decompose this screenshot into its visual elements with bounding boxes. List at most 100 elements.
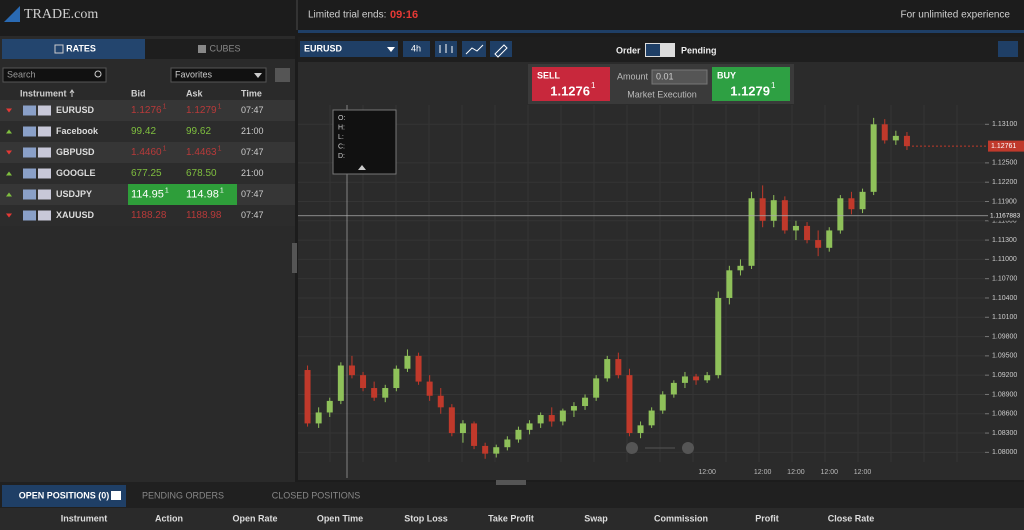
y-tick-label: 1.12500 [992,160,1017,167]
candle-body [826,230,833,248]
collapse-arrow[interactable] [358,165,366,170]
symbol-select[interactable] [300,41,398,57]
instrument-icon [38,168,51,179]
amount-input[interactable] [651,69,708,85]
candle-body [437,395,444,408]
candle-body [415,355,422,382]
candle-body [315,412,322,424]
rate-row[interactable] [0,205,295,226]
tab-cubes[interactable] [145,39,295,59]
sell-button[interactable] [532,67,610,101]
search-icon[interactable] [94,70,102,78]
rate-row[interactable] [0,163,295,184]
zoom-out[interactable] [626,442,638,454]
y-tick-label: 1.11300 [992,237,1017,244]
ask: 99.62 [186,126,211,137]
candle-body [715,297,722,376]
tab-rates[interactable] [2,39,145,59]
timeframe: 4h [411,43,421,53]
instrument-icon [23,189,36,200]
column-header: Take Profit [488,513,534,523]
y-tick-label: 1.11000 [992,256,1017,263]
symbol: EURUSD [304,43,343,53]
candle-body [304,370,311,424]
ask: 1188.98 [186,210,222,221]
icon [494,44,508,58]
y-tick-label: 1.09200 [992,372,1017,379]
bid: 114.95 [131,188,164,200]
collapse-handle[interactable] [292,243,297,273]
view-toggle[interactable] [275,68,290,82]
amount-label: Amount [617,71,649,81]
crosshair-label: 1.1167883 [990,212,1021,219]
tab-label: CUBES [209,43,240,53]
candle-body [493,447,500,454]
buy-button[interactable] [712,67,790,101]
candle-body [659,394,666,411]
search-input[interactable] [2,67,107,83]
y-tick-label: 1.11600 [992,218,1017,225]
y-tick-label: 1.08600 [992,411,1017,418]
icon [465,44,484,55]
tab-label[interactable]: PENDING ORDERS [142,490,224,500]
candle-body [448,407,455,434]
candle-body [593,378,600,398]
tab-open[interactable] [2,485,126,507]
y-tick-label: 1.09800 [992,333,1017,340]
instrument-icon [38,126,51,137]
price-label: 1.12761 [991,143,1016,150]
search-placeholder: Search [7,69,36,79]
ohlc-label: D: [338,153,345,160]
candle-body [604,359,611,379]
candle-body [515,429,522,440]
icon [198,45,206,53]
column-header: Bid [131,88,146,98]
order-label: Order [616,45,641,55]
time: 21:00 [241,168,264,178]
crosshair-tag [988,210,1024,221]
candle-body [426,381,433,396]
y-tick-label: 1.10700 [992,276,1017,283]
direction-arrow [6,108,12,113]
fullscreen-button[interactable] [998,41,1018,57]
instrument: GOOGLE [56,168,96,178]
column-header: Commission [654,513,708,523]
ask: 1.1279 [186,105,217,116]
column-header: Stop Loss [404,513,448,523]
instrument-icon [23,210,36,221]
candle-body [504,439,511,448]
bid-sup: 1 [163,145,167,152]
column-header: Action [155,513,183,523]
tab-label[interactable]: CLOSED POSITIONS [272,490,361,500]
column-header: Close Rate [828,513,875,523]
ohlc-box [332,109,397,175]
rate-row[interactable] [0,100,295,121]
y-tick-label: 1.08300 [992,430,1017,437]
execution: Market Execution [627,89,697,99]
y-tick-label: 1.13100 [992,121,1017,128]
rate-row[interactable] [0,121,295,142]
timeframe-button[interactable] [403,41,430,57]
sort-arrow [69,89,75,97]
dropdown-arrow [387,47,395,52]
candle-body [870,124,877,192]
trial-time: 09:16 [390,9,418,21]
column-header: Swap [584,513,608,523]
rate-row[interactable] [0,142,295,163]
candle-body [615,359,622,376]
candle-body [337,365,344,401]
upgrade-link[interactable]: For unlimited experience [901,10,1011,21]
sell-price-sup: 1 [591,81,596,90]
positions-tabs [0,482,1024,508]
y-tick-label: 1.11900 [992,198,1017,205]
logo[interactable]: TRADE.com [24,7,98,22]
candle-body [737,265,744,271]
filter-value: Favorites [175,69,213,79]
resize-handle[interactable] [496,480,526,485]
candle-body [670,382,677,395]
sell-price: 1.1276 [550,83,590,98]
zoom-in[interactable] [682,442,694,454]
ask: 114.98 [186,188,219,200]
filter-select[interactable] [170,67,267,83]
